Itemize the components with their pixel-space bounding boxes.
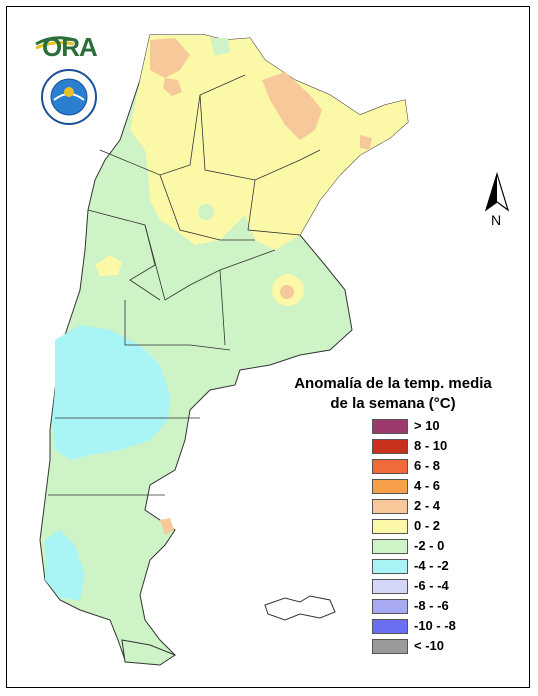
- legend-item: -8 - -6: [372, 597, 512, 617]
- anomaly-zone-cool-spot: [198, 204, 214, 220]
- legend-label: 8 - 10: [414, 438, 448, 453]
- falkland-islands: [264, 595, 336, 621]
- legend-item: 8 - 10: [372, 437, 512, 457]
- legend-item: 0 - 2: [372, 517, 512, 537]
- legend-label: -2 - 0: [414, 538, 445, 553]
- legend-swatch: [372, 599, 408, 614]
- anomaly-zone-2-4-dot: [280, 285, 294, 299]
- legend-swatch: [372, 539, 408, 554]
- legend-label: < -10: [414, 638, 444, 653]
- anomaly-zone-minus4-minus2-andes: [210, 38, 230, 56]
- legend-item: < -10: [372, 637, 512, 657]
- legend-swatch: [372, 519, 408, 534]
- legend-title-line2: de la semana (°C): [330, 395, 456, 412]
- legend-swatch: [372, 499, 408, 514]
- legend-item: -2 - 0: [372, 537, 512, 557]
- north-arrow: N: [482, 171, 512, 232]
- legend-label: 4 - 6: [414, 478, 441, 493]
- north-label: N: [491, 212, 502, 228]
- legend-swatch: [372, 619, 408, 634]
- legend-label: 0 - 2: [414, 518, 441, 533]
- anomaly-zone-2-4-northeast: [262, 72, 322, 140]
- legend-swatch: [372, 559, 408, 574]
- legend-item: 2 - 4: [372, 497, 512, 517]
- ora-logo-text: ORA: [42, 32, 98, 62]
- anomaly-zone-2-4-east: [360, 135, 372, 150]
- legend-item: -4 - -2: [372, 557, 512, 577]
- legend-title: Anomalía de la temp. media de la semana …: [280, 374, 506, 414]
- anomaly-zone-0-2-west: [95, 255, 122, 276]
- legend-swatch: [372, 439, 408, 454]
- legend-label: > 10: [414, 418, 440, 433]
- tierra-del-fuego: [121, 639, 177, 666]
- legend-item: -6 - -4: [372, 577, 512, 597]
- legend-label: -4 - -2: [414, 558, 449, 573]
- anomaly-zone-2-4-peak: [163, 78, 182, 96]
- legend-swatch: [372, 639, 408, 654]
- anomaly-zone-0-2-north: [130, 35, 408, 250]
- legend-swatch: [372, 459, 408, 474]
- anomaly-zone-2-4-northwest: [150, 38, 190, 78]
- legend-label: -10 - -8: [414, 618, 456, 633]
- anomaly-zone-minus4-minus2-patagonia-south: [45, 530, 85, 600]
- ora-logo: ORA: [34, 30, 104, 62]
- province-borders: [48, 74, 321, 496]
- legend-label: 2 - 4: [414, 498, 441, 513]
- legend-swatch: [372, 579, 408, 594]
- legend-item: 4 - 6: [372, 477, 512, 497]
- legend-title-line1: Anomalía de la temp. media: [294, 375, 492, 392]
- legend-label: 6 - 8: [414, 458, 441, 473]
- legend-label: -6 - -4: [414, 578, 449, 593]
- anomaly-zone-2-4-south: [160, 518, 174, 535]
- legend-item: 6 - 8: [372, 457, 512, 477]
- legend-label: -8 - -6: [414, 598, 449, 613]
- legend-swatch: [372, 419, 408, 434]
- legend-item: > 10: [372, 417, 512, 437]
- legend-item: -10 - -8: [372, 617, 512, 637]
- smn-seal: [40, 68, 98, 126]
- legend-swatch: [372, 479, 408, 494]
- anomaly-zone-minus4-minus2-patagonia-north: [52, 325, 170, 460]
